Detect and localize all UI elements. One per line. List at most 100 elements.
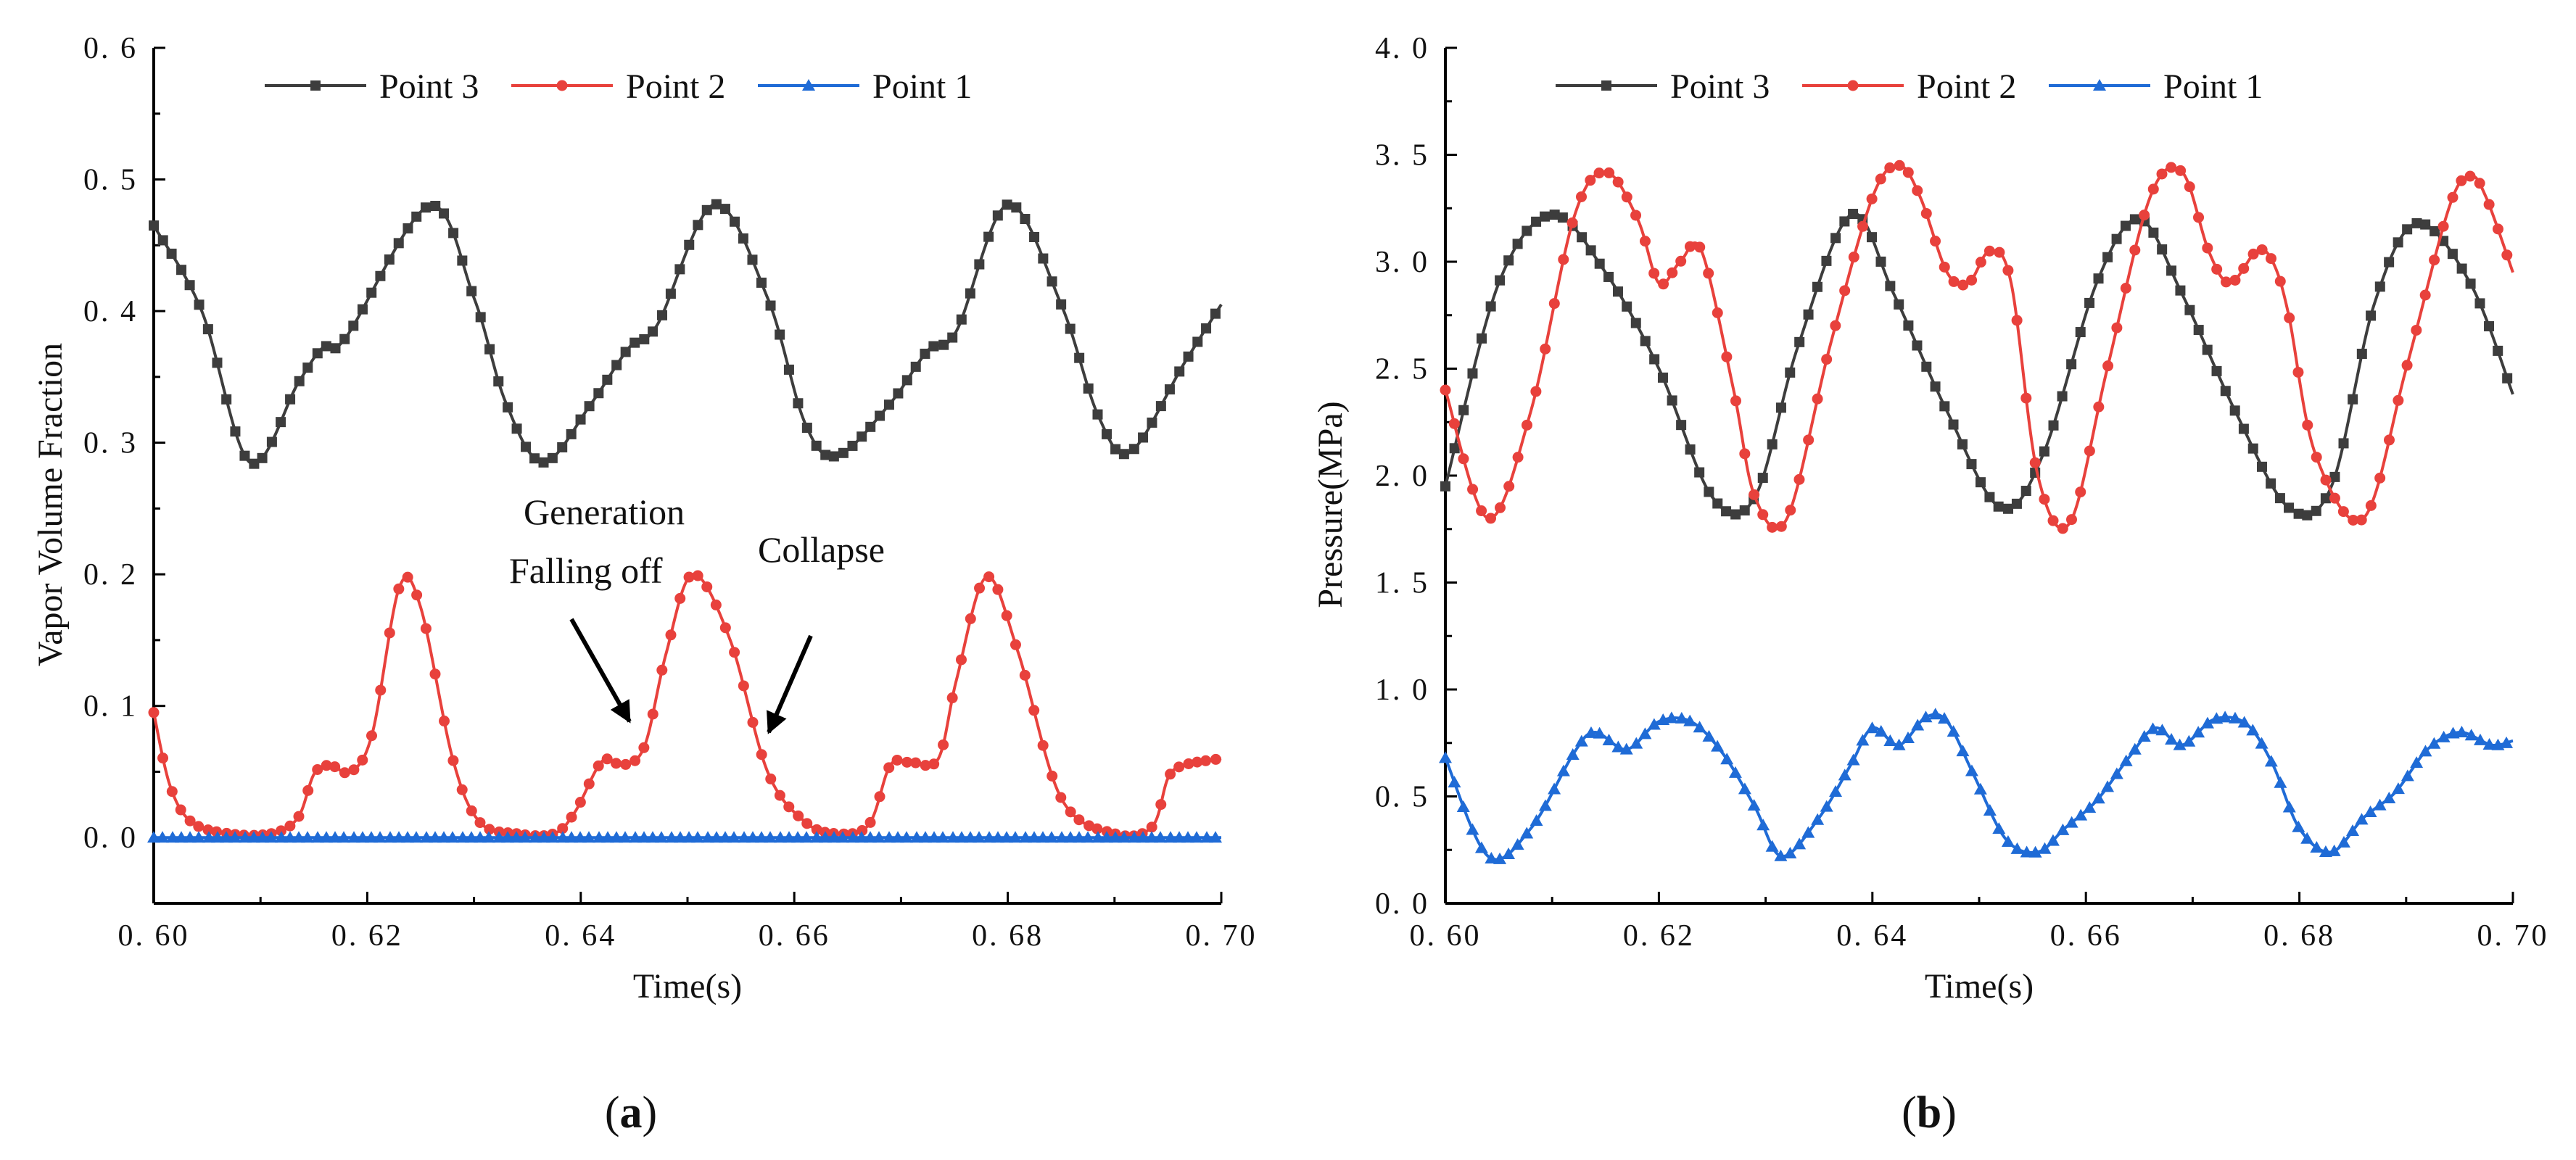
data-point-point-3 [475, 312, 486, 323]
data-point-point-2 [1639, 236, 1651, 247]
data-point-point-1 [537, 831, 550, 843]
series-a [147, 199, 1223, 843]
data-point-point-3 [2374, 281, 2385, 292]
data-point-point-1 [2010, 842, 2024, 854]
data-point-point-3 [856, 431, 867, 442]
data-point-point-1 [665, 831, 678, 843]
data-point-point-1 [1638, 727, 1652, 740]
data-point-point-3 [493, 376, 504, 387]
data-point-point-2 [864, 816, 876, 828]
data-point-point-3 [648, 326, 659, 337]
data-point-point-2 [574, 797, 586, 808]
data-point-point-2 [2147, 183, 2159, 195]
data-point-point-1 [519, 831, 532, 843]
data-point-point-3 [611, 360, 622, 370]
data-point-point-1 [1538, 799, 1552, 811]
data-point-point-1 [991, 831, 1004, 843]
data-point-point-2 [1875, 173, 1886, 185]
data-point-point-3 [2274, 493, 2285, 504]
data-point-point-1 [2110, 767, 2123, 779]
data-point-point-1 [1584, 726, 1598, 738]
data-point-point-2 [1630, 210, 1642, 221]
data-point-point-2 [683, 571, 695, 583]
data-point-point-1 [855, 831, 868, 843]
data-point-point-1 [1502, 847, 1516, 859]
legend-marker [310, 80, 321, 91]
data-point-point-1 [719, 831, 732, 843]
data-point-point-1 [710, 831, 723, 843]
data-point-point-3 [730, 216, 740, 227]
data-point-point-3 [2402, 224, 2413, 235]
data-point-point-2 [1739, 448, 1751, 460]
data-point-point-1 [474, 831, 487, 843]
data-point-point-1 [1883, 734, 1897, 746]
data-point-point-2 [1146, 821, 1157, 833]
data-point-point-2 [1975, 257, 1986, 268]
data-point-point-2 [1200, 755, 1212, 766]
data-point-point-3 [230, 426, 241, 437]
data-point-point-3 [1921, 361, 1932, 372]
data-point-point-2 [629, 755, 641, 766]
data-point-point-3 [811, 440, 822, 451]
data-point-point-3 [1685, 444, 1696, 455]
x-tick-label-b: 0. 66 [2050, 919, 2122, 953]
data-point-point-3 [584, 401, 595, 412]
data-point-point-3 [1074, 352, 1085, 363]
x-tick-label-a: 0. 60 [118, 919, 190, 953]
data-point-point-2 [2348, 514, 2359, 526]
data-point-point-1 [1055, 831, 1068, 843]
data-point-point-1 [373, 831, 387, 843]
data-point-point-3 [2057, 391, 2068, 402]
data-point-point-2 [348, 764, 360, 776]
data-point-point-3 [983, 231, 994, 242]
data-point-point-3 [439, 208, 450, 219]
x-tick-label-b: 0. 62 [1623, 919, 1695, 953]
data-point-point-2 [1948, 276, 1960, 287]
data-point-point-2 [1503, 481, 1515, 492]
data-point-point-3 [620, 347, 631, 357]
data-point-point-3 [1056, 299, 1067, 310]
data-point-point-2 [1540, 343, 1551, 355]
data-point-point-3 [1794, 336, 1805, 347]
data-point-point-2 [2483, 199, 2495, 210]
data-point-point-3 [1948, 419, 1959, 430]
data-point-point-2 [856, 825, 868, 837]
data-point-point-1 [1466, 823, 1479, 835]
data-point-point-1 [1901, 732, 1915, 744]
data-point-point-2 [1073, 814, 1085, 826]
data-point-point-3 [2366, 310, 2377, 321]
y-tick-label-b: 2. 0 [1375, 460, 1429, 493]
data-point-point-3 [1867, 232, 1878, 243]
data-point-point-1 [482, 831, 495, 843]
data-point-point-1 [727, 831, 740, 843]
data-point-point-1 [619, 831, 632, 843]
data-point-point-1 [946, 831, 959, 843]
data-point-point-2 [474, 817, 486, 829]
data-point-point-2 [1165, 768, 1176, 780]
data-point-point-2 [1037, 740, 1049, 751]
data-point-point-2 [710, 599, 722, 610]
data-point-point-2 [1458, 453, 1469, 465]
data-point-point-1 [1874, 725, 1888, 737]
data-point-point-1 [2038, 842, 2052, 854]
data-point-point-3 [547, 452, 558, 463]
data-point-point-2 [302, 784, 314, 796]
data-point-point-3 [212, 357, 223, 368]
data-point-point-2 [910, 757, 922, 768]
data-point-point-2 [747, 716, 759, 728]
data-point-point-2 [293, 811, 305, 822]
data-point-point-1 [1675, 711, 1688, 724]
data-point-point-1 [2419, 745, 2432, 757]
data-point-point-3 [1975, 477, 1986, 488]
data-point-point-3 [938, 339, 949, 350]
data-point-point-2 [420, 623, 432, 634]
data-point-point-3 [901, 375, 912, 386]
data-point-point-3 [1704, 486, 1714, 497]
data-point-point-3 [1201, 323, 1212, 334]
data-point-point-1 [1783, 847, 1797, 859]
data-point-point-3 [593, 388, 604, 399]
data-point-point-2 [2084, 445, 2095, 457]
data-point-point-1 [2192, 726, 2205, 738]
data-point-point-2 [729, 647, 740, 658]
data-point-point-1 [2246, 724, 2260, 736]
